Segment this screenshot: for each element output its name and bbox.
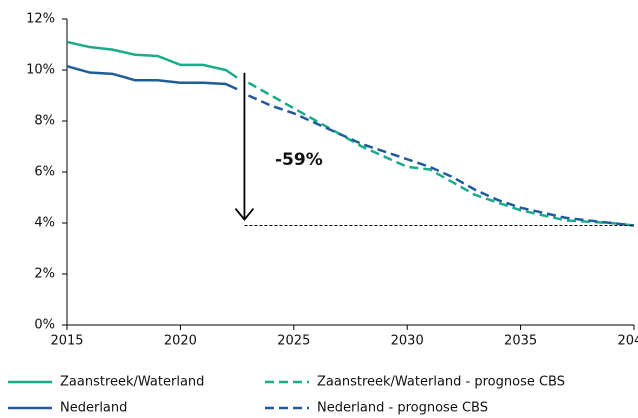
x-tick-label: 2035 xyxy=(504,334,537,349)
legend-label: Zaanstreek/Waterland xyxy=(60,375,204,390)
y-tick-label: 12% xyxy=(26,12,55,27)
x-tick-label: 2015 xyxy=(50,334,83,349)
line-series xyxy=(66,64,238,91)
y-tick-label: 4% xyxy=(34,216,55,231)
arrow-head xyxy=(234,207,255,221)
legend-label: Nederland - prognose CBS xyxy=(317,401,488,416)
y-tick-label: 10% xyxy=(26,63,55,78)
y-tick-label: 8% xyxy=(34,114,55,129)
legend-label: Nederland xyxy=(60,401,127,416)
y-tick-label: 6% xyxy=(34,165,55,180)
y-tick-label: 2% xyxy=(34,267,55,282)
annotation: -59% xyxy=(275,150,323,170)
x-tick-label: 2020 xyxy=(164,334,197,349)
x-tick-label: 2025 xyxy=(277,334,310,349)
line-series xyxy=(66,40,238,79)
legend-label: Zaanstreek/Waterland - prognose CBS xyxy=(317,375,565,390)
line-series xyxy=(247,81,635,227)
x-tick-label: 2040 xyxy=(617,334,638,349)
y-tick-label: 0% xyxy=(34,318,55,333)
x-tick-label: 2030 xyxy=(391,334,424,349)
